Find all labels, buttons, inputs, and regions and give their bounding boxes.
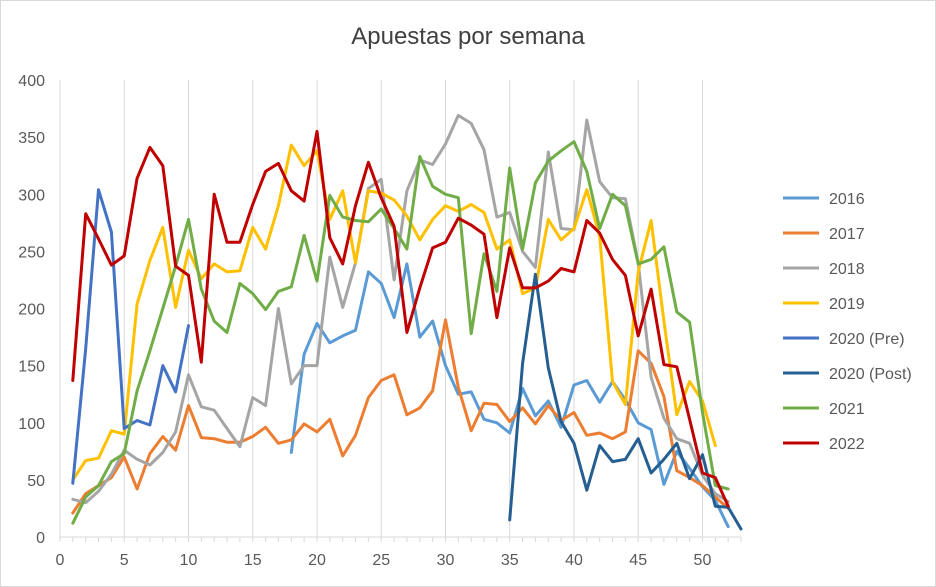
y-tick-label: 250: [18, 244, 45, 261]
legend: 2016 2017 2018 2019 2020 (Pre) 2020 (Post) 202…: [783, 191, 912, 453]
legend-label: 2017: [829, 226, 865, 243]
series-line: [508, 272, 743, 531]
legend-label: 2020 (Pre): [829, 331, 905, 348]
x-tick-label: 20: [308, 552, 326, 569]
series-line: [71, 318, 730, 515]
x-tick-label: 25: [372, 552, 390, 569]
y-tick-label: 300: [18, 187, 45, 204]
x-tick-label: 35: [501, 552, 519, 569]
series-lines: [71, 113, 743, 531]
x-tick-label: 5: [120, 552, 129, 569]
y-tick-label: 150: [18, 359, 45, 376]
x-tick-label: 45: [629, 552, 647, 569]
gridlines: [123, 80, 703, 537]
series-line: [71, 129, 730, 508]
legend-label: 2019: [829, 296, 865, 313]
legend-label: 2020 (Post): [829, 366, 912, 383]
x-tick-label: 30: [437, 552, 455, 569]
y-tick-label: 0: [36, 530, 45, 547]
x-tick-label: 0: [56, 552, 65, 569]
y-tick-label: 400: [18, 73, 45, 90]
x-tick-label: 40: [565, 552, 583, 569]
series-line: [71, 143, 717, 482]
series-line: [71, 140, 730, 525]
legend-label: 2016: [829, 191, 865, 208]
y-tick-label: 100: [18, 416, 45, 433]
y-tick-label: 200: [18, 302, 45, 319]
y-tick-label: 50: [27, 473, 45, 490]
x-tick-label: 10: [180, 552, 198, 569]
chart-title: Apuestas por semana: [351, 23, 585, 50]
legend-label: 2018: [829, 261, 865, 278]
legend-label: 2022: [829, 436, 865, 453]
axes: 0 5 10 15 20 25 30 35 40 45 50 0 50 100 150 200 250 300 35…: [18, 73, 742, 569]
x-tick-label: 15: [244, 552, 262, 569]
legend-label: 2021: [829, 401, 865, 418]
y-tick-label: 350: [18, 130, 45, 147]
series-line: [289, 262, 730, 529]
x-tick-label: 50: [694, 552, 712, 569]
